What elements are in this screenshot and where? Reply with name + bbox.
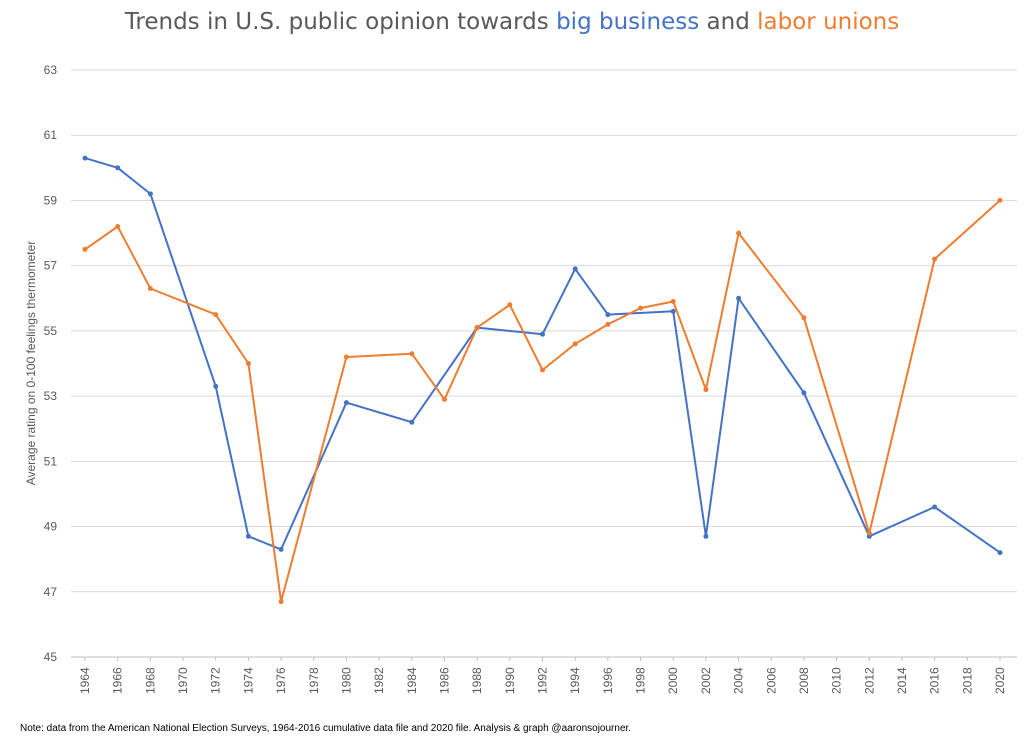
data-point xyxy=(115,165,121,171)
data-point xyxy=(245,533,251,539)
data-point xyxy=(147,286,153,291)
y-tick-label: 45 xyxy=(44,650,58,664)
series-lines xyxy=(82,155,1003,605)
title-part: big business xyxy=(556,9,699,35)
data-point xyxy=(932,256,938,262)
x-tick-label: 1972 xyxy=(209,667,223,694)
data-point xyxy=(670,299,676,304)
data-point xyxy=(343,354,349,360)
x-tick-label: 2004 xyxy=(732,667,746,694)
x-tick-label: 2008 xyxy=(797,667,811,694)
data-point xyxy=(736,295,742,301)
data-point xyxy=(736,230,742,236)
x-tick-label: 1992 xyxy=(536,667,550,694)
data-point xyxy=(115,224,121,229)
data-point xyxy=(997,550,1003,556)
x-tick-label: 1968 xyxy=(143,667,157,694)
y-tick-label: 47 xyxy=(44,585,58,599)
x-tick-label: 1982 xyxy=(372,667,386,694)
data-point xyxy=(278,546,284,552)
x-tick-label: 1966 xyxy=(111,667,125,694)
x-tick-label: 1970 xyxy=(176,667,190,694)
footnote: Note: data from the American National El… xyxy=(20,723,631,734)
data-point xyxy=(213,312,219,318)
x-tick-label: 2020 xyxy=(993,667,1007,694)
data-point xyxy=(409,351,415,357)
data-point xyxy=(801,315,807,321)
x-tick-label: 1978 xyxy=(307,667,321,694)
data-point xyxy=(572,266,578,272)
y-axis-ticks: 45 47 49 51 53 55 57 59 61 63 xyxy=(44,63,58,664)
x-tick-label: 1980 xyxy=(339,667,353,694)
y-tick-label: 63 xyxy=(44,63,58,77)
x-tick-label: 1964 xyxy=(78,667,92,694)
data-point xyxy=(474,325,480,331)
x-tick-label: 2006 xyxy=(764,667,778,694)
data-point xyxy=(540,367,545,373)
chart-title: Trends in U.S. public opinion towards bi… xyxy=(124,9,900,35)
data-point xyxy=(638,305,643,311)
x-tick-label: 1994 xyxy=(568,667,582,694)
data-point xyxy=(82,246,88,252)
data-point xyxy=(605,321,611,327)
title-part: labor unions xyxy=(757,9,899,35)
y-tick-label: 61 xyxy=(44,128,58,142)
data-point xyxy=(82,155,88,161)
series-line xyxy=(84,157,1001,554)
x-tick-label: 2002 xyxy=(699,667,713,694)
x-tick-label: 1996 xyxy=(601,667,615,694)
x-tick-label: 1990 xyxy=(503,667,517,694)
data-point xyxy=(670,308,676,314)
series-big-business xyxy=(82,155,1003,556)
data-point xyxy=(147,191,153,197)
x-tick-label: 2018 xyxy=(960,667,974,694)
title-part: Trends in U.S. public opinion towards xyxy=(124,9,556,35)
data-point xyxy=(343,400,349,406)
x-tick-label: 1974 xyxy=(241,667,255,694)
series-labor-unions xyxy=(82,197,1003,605)
x-tick-label: 1984 xyxy=(405,667,419,694)
data-point xyxy=(213,383,219,389)
title-part: and xyxy=(699,9,757,35)
data-point xyxy=(703,533,709,539)
y-axis-label: Average rating on 0-100 feelings thermom… xyxy=(24,241,38,486)
y-tick-label: 55 xyxy=(44,324,58,338)
x-tick-label: 1986 xyxy=(437,667,451,694)
data-point xyxy=(866,530,872,536)
data-point xyxy=(442,396,447,402)
y-tick-label: 59 xyxy=(44,193,58,207)
data-point xyxy=(409,419,415,425)
x-axis-ticks: 1964 1966 1968 1970 1972 1974 1976 1978 1980 1982… xyxy=(78,657,1007,694)
data-point xyxy=(572,341,578,347)
x-tick-label: 2014 xyxy=(895,667,909,694)
data-point xyxy=(245,361,251,366)
y-tick-label: 51 xyxy=(44,454,58,468)
x-tick-label: 1988 xyxy=(470,667,484,694)
y-tick-label: 57 xyxy=(44,259,58,273)
data-point xyxy=(278,599,284,605)
data-point xyxy=(997,197,1003,203)
x-tick-label: 2000 xyxy=(666,667,680,694)
data-point xyxy=(605,312,611,318)
x-tick-label: 1998 xyxy=(634,667,648,694)
x-tick-label: 2012 xyxy=(862,667,876,694)
y-tick-label: 53 xyxy=(44,389,58,403)
data-point xyxy=(540,331,545,337)
data-point xyxy=(703,387,709,393)
x-tick-label: 2016 xyxy=(928,667,942,694)
x-tick-label: 2010 xyxy=(830,667,844,694)
x-tick-label: 1976 xyxy=(274,667,288,694)
y-tick-label: 49 xyxy=(44,520,58,534)
data-point xyxy=(507,302,513,308)
data-point xyxy=(801,390,807,396)
series-line xyxy=(84,199,1001,603)
data-point xyxy=(932,504,938,510)
